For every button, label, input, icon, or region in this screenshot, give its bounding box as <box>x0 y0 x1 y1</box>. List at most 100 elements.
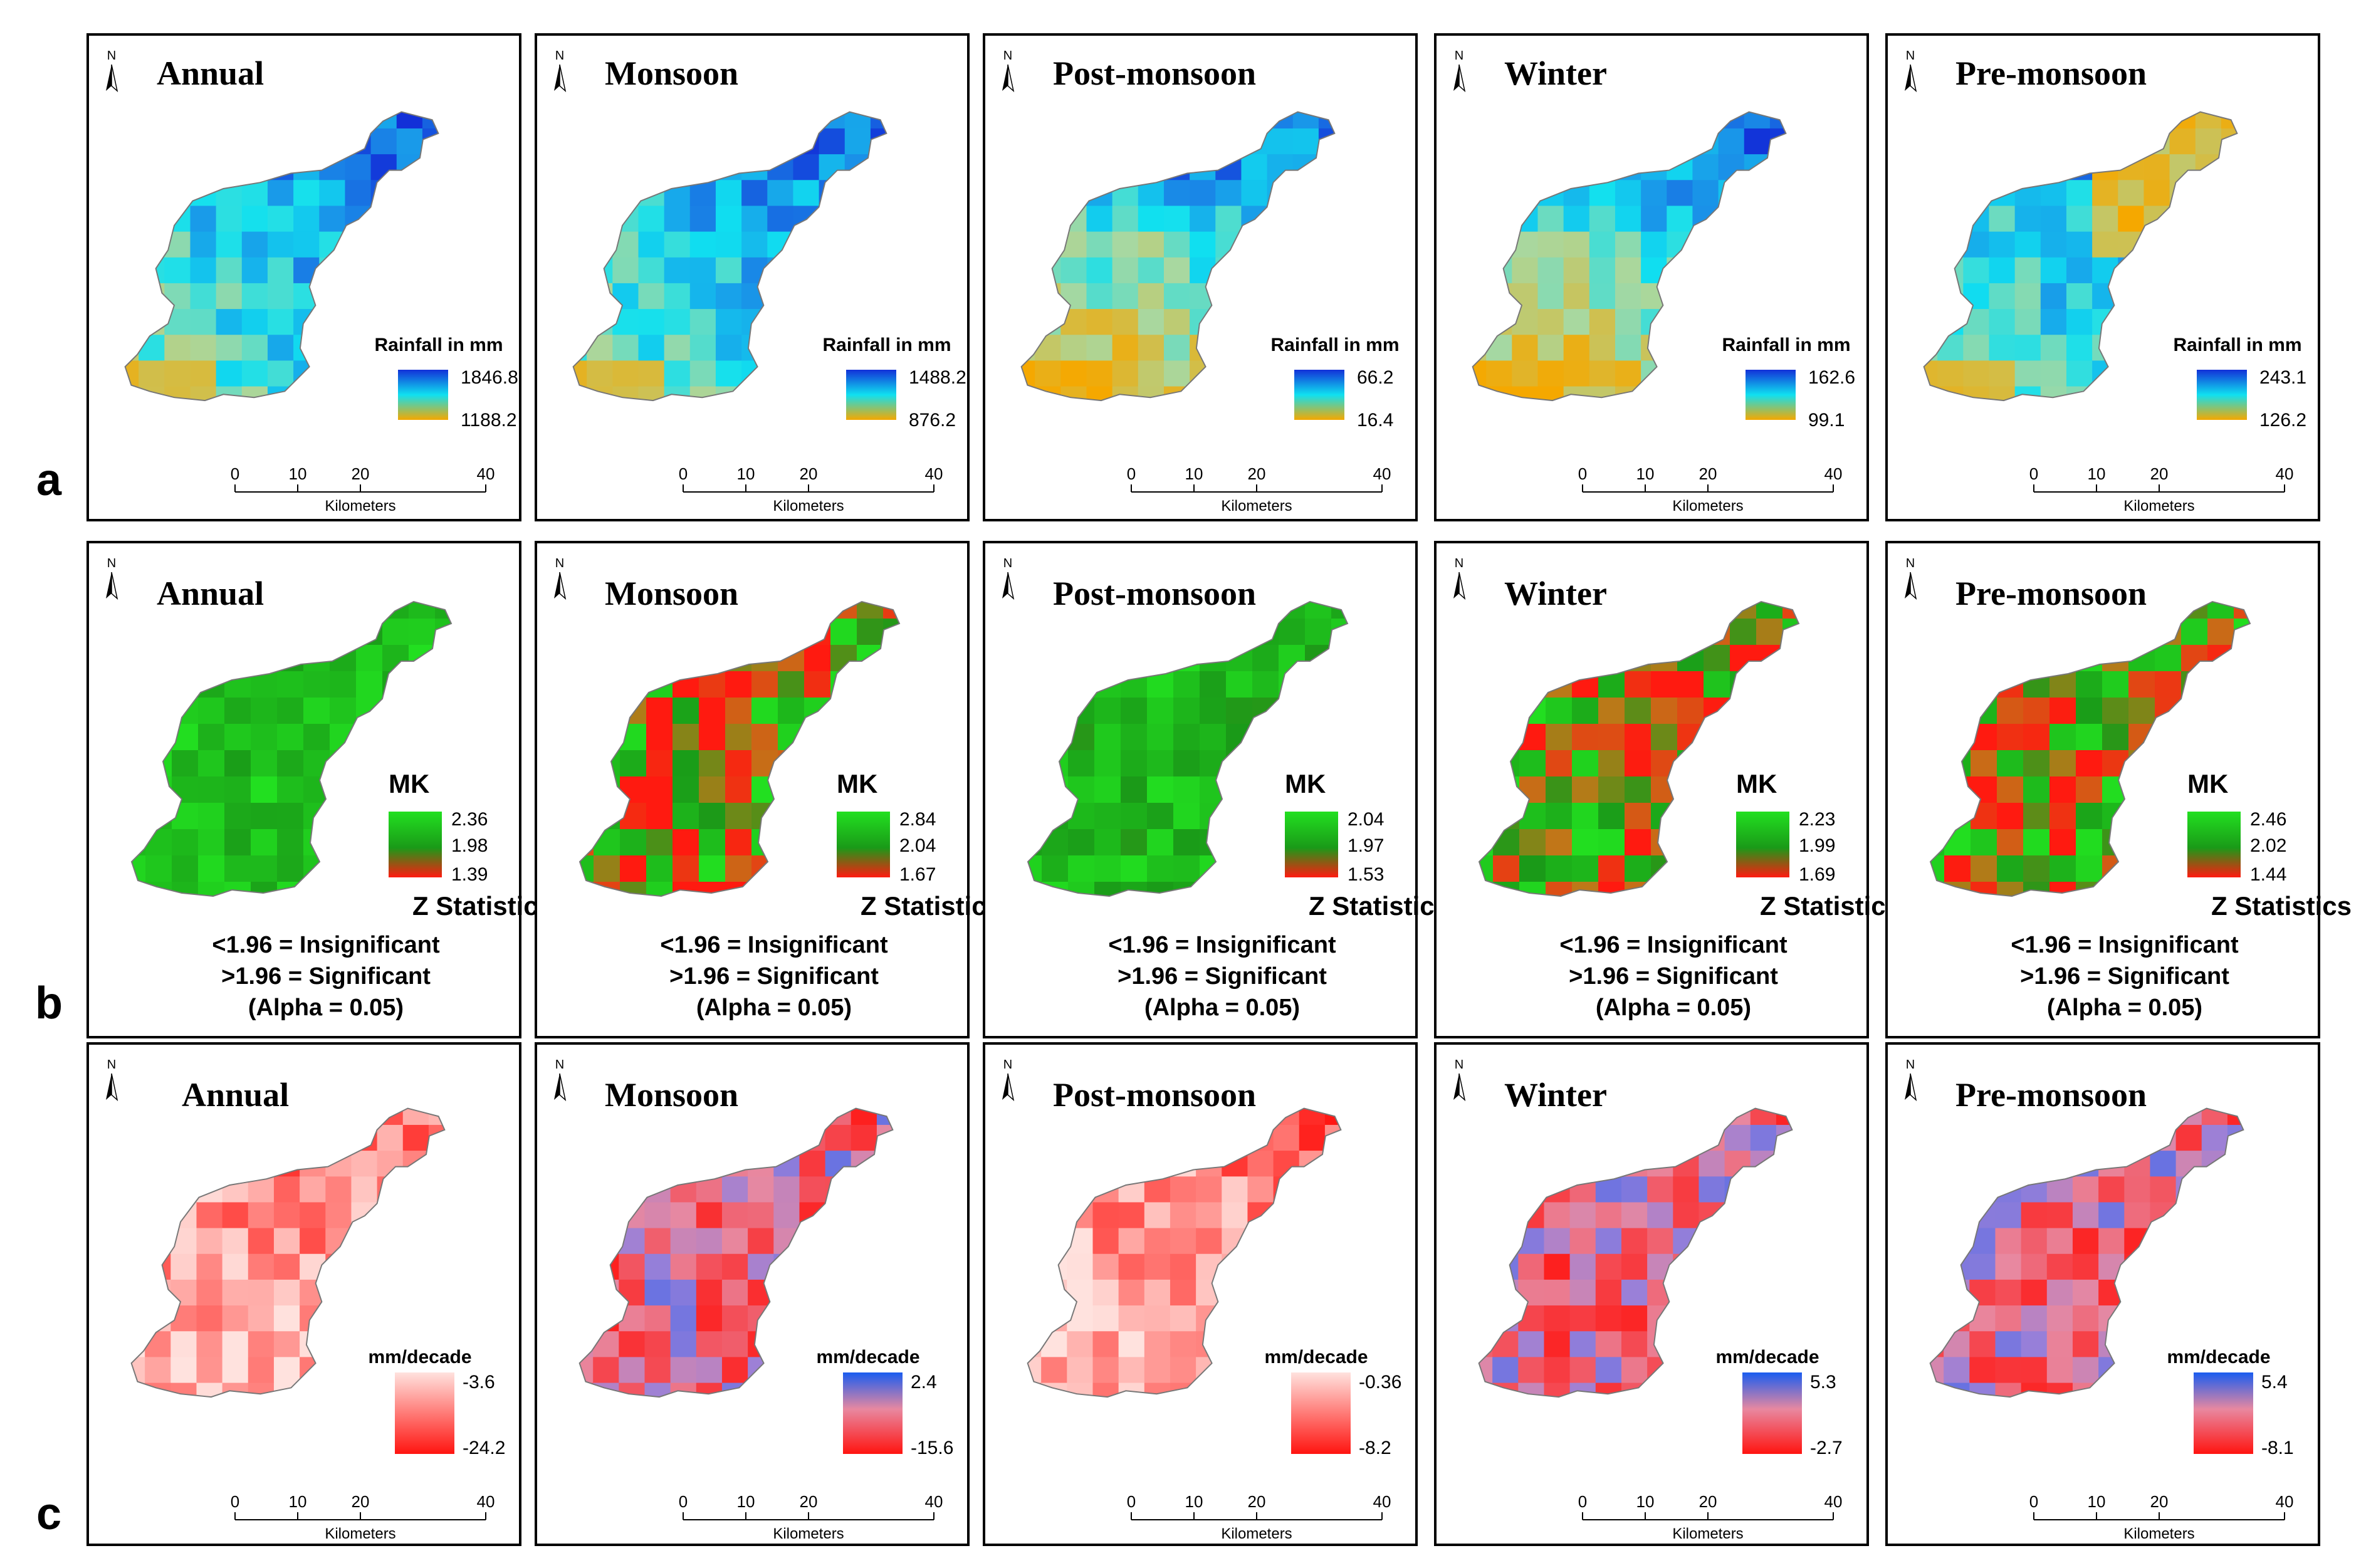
legend-title: mm/decade <box>816 1347 919 1367</box>
north-arrow-icon: N <box>1905 49 1917 93</box>
scale-tick: 0 <box>1578 1492 1587 1511</box>
north-arrow-icon: N <box>106 1058 118 1102</box>
north-arrow-icon: N <box>554 49 567 93</box>
scale-bar: 0 10 20 40 Kilometers <box>231 464 495 515</box>
legend-title: mm/decade <box>368 1347 471 1367</box>
scale-tick: 10 <box>289 1492 307 1511</box>
significance-note: (Alpha = 0.05) <box>696 995 852 1021</box>
panel-title: Pre-monsoon <box>1955 55 2147 92</box>
scale-tick: 20 <box>2150 1492 2169 1511</box>
scale-tick: 40 <box>2276 464 2294 483</box>
legend-ramp <box>837 812 890 877</box>
north-arrow-icon: N <box>1453 557 1466 600</box>
north-label: N <box>1003 557 1012 570</box>
legend-min: -8.2 <box>1359 1438 1391 1458</box>
significance-note: (Alpha = 0.05) <box>248 995 404 1021</box>
scale-tick: 40 <box>2276 1492 2294 1511</box>
north-arrow-icon: N <box>1002 49 1015 93</box>
legend-min: 1.53 <box>1348 864 1384 885</box>
legend-ramp <box>398 370 448 420</box>
scale-bar: 0 10 20 40 Kilometers <box>231 1492 495 1542</box>
scale-tick: 20 <box>800 1492 818 1511</box>
legend-title: MK <box>1285 769 1326 798</box>
scale-tick: 20 <box>800 464 818 483</box>
panel-a-pre-monsoon: N Pre-monsoon Rainfall in mm 243.1 126.2 0 10 2… <box>1885 33 2320 521</box>
legend-min: 1.67 <box>899 864 936 885</box>
scale-tick: 10 <box>1636 464 1655 483</box>
scale-unit: Kilometers <box>773 498 844 515</box>
legend-max: 5.3 <box>1810 1372 1836 1393</box>
legend-ramp <box>1294 370 1344 420</box>
significance-note: (Alpha = 0.05) <box>1144 995 1300 1021</box>
legend-ramp <box>1291 1372 1351 1454</box>
scale-bar: 0 10 20 40 Kilometers <box>1127 1492 1391 1542</box>
scale-tick: 0 <box>231 1492 239 1511</box>
panel-title: Winter <box>1504 575 1607 612</box>
legend-ramp <box>2197 370 2247 420</box>
row-label-a: a <box>36 455 62 505</box>
legend-ramp <box>843 1372 903 1454</box>
legend-mid: 2.04 <box>899 835 936 856</box>
scale-bar: 0 10 20 40 Kilometers <box>1127 464 1391 515</box>
legend: mm/decade -3.6 -24.2 <box>368 1347 505 1458</box>
significance-note: (Alpha = 0.05) <box>2047 995 2202 1021</box>
scale-tick: 40 <box>477 1492 495 1511</box>
legend-max: 1488.2 <box>909 367 966 388</box>
scale-tick: 20 <box>1699 1492 1717 1511</box>
scale-tick: 40 <box>1824 1492 1843 1511</box>
panel-title: Pre-monsoon <box>1955 575 2147 612</box>
panel-title: Post-monsoon <box>1053 55 1256 92</box>
scale-tick: 40 <box>477 464 495 483</box>
z-statistics-label: Z Statistics <box>2211 891 2352 921</box>
panel-a-winter: N Winter Rainfall in mm 162.6 99.1 0 10 20 40 Kil… <box>1434 33 1869 521</box>
legend-title: MK <box>2187 769 2228 798</box>
panel-title: Annual <box>157 575 264 612</box>
legend-title: mm/decade <box>1715 1347 1819 1367</box>
legend-ramp <box>1742 1372 1802 1454</box>
significance-note: (Alpha = 0.05) <box>1596 995 1751 1021</box>
legend-max: 162.6 <box>1808 367 1855 388</box>
scale-tick: 40 <box>925 464 943 483</box>
north-arrow-icon: N <box>554 1058 567 1102</box>
scale-tick: 0 <box>231 464 239 483</box>
north-arrow-icon: N <box>1905 557 1917 600</box>
legend-mid: 1.97 <box>1348 835 1384 856</box>
legend-title: MK <box>389 769 429 798</box>
scale-unit: Kilometers <box>2123 498 2194 515</box>
panel-title: Winter <box>1504 1076 1607 1114</box>
scale-tick: 0 <box>1127 1492 1136 1511</box>
scale-bar: 0 10 20 40 Kilometers <box>679 1492 943 1542</box>
legend-title: Rainfall in mm <box>2173 335 2301 355</box>
legend-min: 1.44 <box>2250 864 2286 885</box>
row-label-b: b <box>35 978 63 1028</box>
significance-note: >1.96 = Significant <box>221 963 431 990</box>
z-statistics-label: Z Statistics <box>861 891 1001 921</box>
legend-mid: 2.02 <box>2250 835 2286 856</box>
legend-ramp <box>395 1372 454 1454</box>
legend: Rainfall in mm 162.6 99.1 <box>1722 335 1855 431</box>
legend: MK 2.84 2.04 1.67 Z Statistics <1.96 = Insign… <box>660 769 1001 1021</box>
scale-tick: 40 <box>1373 1492 1391 1511</box>
north-label: N <box>555 49 564 63</box>
scale-tick: 40 <box>1373 464 1391 483</box>
panel-title: Monsoon <box>605 55 738 92</box>
legend-min: 876.2 <box>909 410 956 431</box>
panel-a-annual: N Annual Rainfall in mm 1846.8 1188.2 0 10 20 40… <box>86 33 521 521</box>
north-arrow-icon: N <box>1453 49 1466 93</box>
legend-min: 16.4 <box>1357 410 1393 431</box>
north-arrow-icon: N <box>1905 1058 1917 1102</box>
north-label: N <box>555 557 564 570</box>
scale-tick: 10 <box>1185 464 1203 483</box>
legend-max: 66.2 <box>1357 367 1393 388</box>
scale-tick: 10 <box>289 464 307 483</box>
north-label: N <box>107 557 116 570</box>
scale-tick: 0 <box>2029 1492 2038 1511</box>
scale-tick: 20 <box>1699 464 1717 483</box>
scale-tick: 20 <box>352 464 370 483</box>
scale-tick: 10 <box>737 1492 755 1511</box>
north-label: N <box>1906 49 1915 63</box>
north-arrow-icon: N <box>106 49 118 93</box>
panel-title: Pre-monsoon <box>1955 1076 2147 1114</box>
legend-title: Rainfall in mm <box>822 335 951 355</box>
